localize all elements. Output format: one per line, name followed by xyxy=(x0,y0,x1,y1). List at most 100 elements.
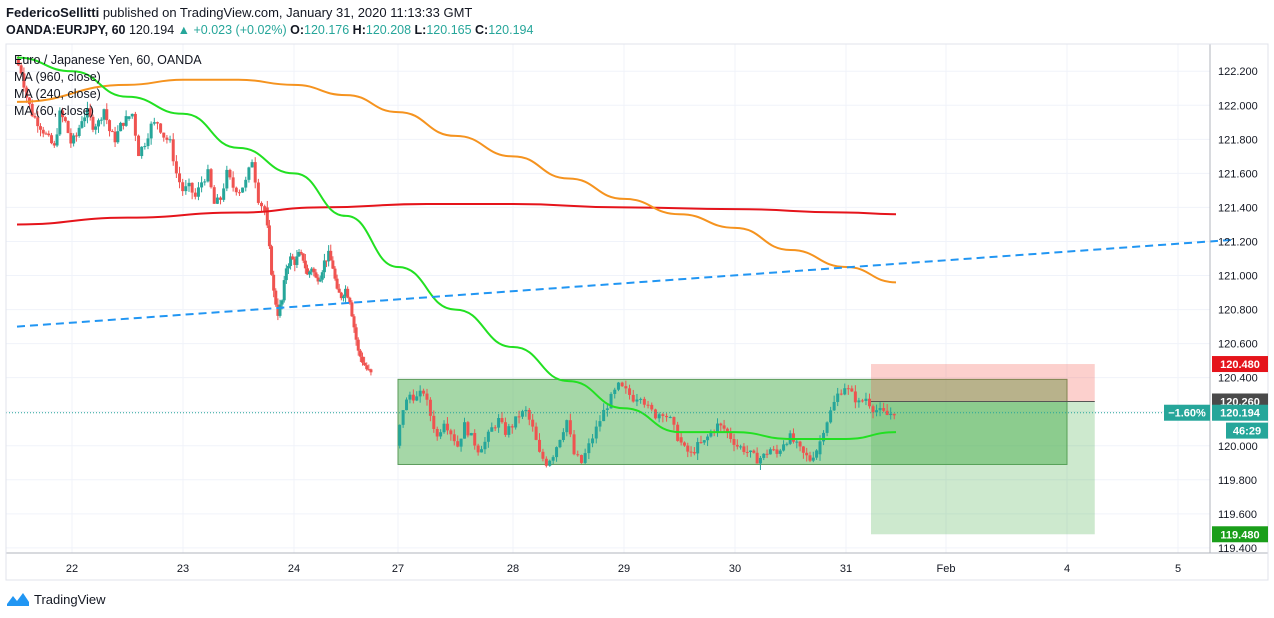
x-tick-label: 22 xyxy=(66,563,78,575)
quote-line: OANDA:EURJPY, 60 120.194 ▲ +0.023 (+0.02… xyxy=(6,21,533,39)
candle-body xyxy=(295,256,299,265)
candle-body xyxy=(772,449,776,451)
candle-body xyxy=(729,432,733,440)
candle-body xyxy=(839,393,843,395)
candle-body xyxy=(829,410,833,423)
candle-body xyxy=(514,416,518,428)
candle-body xyxy=(836,393,840,402)
candle-body xyxy=(892,413,896,416)
candle-body xyxy=(310,268,314,272)
candle-body xyxy=(116,131,120,143)
candle-body xyxy=(196,187,200,197)
candle-body xyxy=(867,398,871,407)
candle-body xyxy=(602,409,606,422)
candle-body xyxy=(110,131,114,133)
candle-body xyxy=(133,113,137,136)
candle-body xyxy=(762,453,766,458)
candle-body xyxy=(244,179,248,188)
price-tag-change-box xyxy=(1164,404,1210,421)
candle-body xyxy=(742,446,746,452)
candle-body xyxy=(36,117,40,127)
price-tag-target: 119.480 xyxy=(1220,529,1259,541)
candle-body xyxy=(459,438,463,447)
candle-body xyxy=(105,109,109,121)
candle-body xyxy=(256,182,260,203)
legend-ma60[interactable]: MA (60, close) xyxy=(14,104,94,118)
candle-body xyxy=(795,441,799,443)
candle-body xyxy=(19,65,23,74)
candle-body xyxy=(25,87,29,98)
brand-name: TradingView xyxy=(34,591,106,607)
candle-body xyxy=(860,400,864,402)
candle-body xyxy=(280,300,284,305)
candle-body xyxy=(16,59,20,66)
candle-body xyxy=(661,414,665,416)
candle-body xyxy=(181,182,185,192)
x-tick-label: 23 xyxy=(177,563,189,575)
candle-body xyxy=(85,108,89,118)
candle-body xyxy=(778,450,782,454)
candle-body xyxy=(348,297,352,303)
candle-body xyxy=(706,436,710,441)
candle-body xyxy=(66,121,70,133)
candle-body xyxy=(609,393,613,409)
y-tick-label: 120.600 xyxy=(1218,339,1258,351)
candle-body xyxy=(435,428,439,437)
footer-brand[interactable]: TradingView xyxy=(6,590,106,608)
candle-body xyxy=(628,388,632,395)
candle-body xyxy=(267,225,271,247)
candle-body xyxy=(263,206,267,211)
legend-ma960[interactable]: MA (960, close) xyxy=(14,70,101,84)
x-tick-label: 30 xyxy=(729,563,741,575)
candle-body xyxy=(282,280,286,301)
publish-info: published on TradingView.com, January 31… xyxy=(102,5,473,20)
candle-body xyxy=(322,260,326,273)
candle-body xyxy=(30,103,34,117)
candle-body xyxy=(38,126,42,130)
candle-body xyxy=(422,390,426,394)
candle-body xyxy=(568,420,572,435)
candle-body xyxy=(55,134,59,146)
candle-body xyxy=(354,327,358,340)
candle-body xyxy=(818,441,822,455)
candle-body xyxy=(665,415,669,418)
candle-body xyxy=(558,439,562,448)
series-trend-line xyxy=(16,238,1234,328)
candle-body xyxy=(456,441,460,447)
y-tick-label: 121.200 xyxy=(1218,236,1258,248)
candle-body xyxy=(33,116,37,118)
y-tick-label: 119.800 xyxy=(1218,475,1257,487)
price-tag-change: −1.60% xyxy=(1168,408,1206,420)
candle-body xyxy=(121,122,125,126)
candle-body xyxy=(260,202,264,207)
candle-body xyxy=(735,444,739,447)
candle-body xyxy=(702,440,706,443)
candle-body xyxy=(318,279,322,282)
candle-body xyxy=(96,120,100,127)
candle-body xyxy=(305,268,309,275)
candle-body xyxy=(811,457,815,461)
candle-body xyxy=(616,382,620,390)
indicator-legend: Euro / Japanese Yen, 60, OANDA MA (960, … xyxy=(14,52,202,120)
change-value: +0.023 (+0.02%) xyxy=(193,23,287,37)
candle-body xyxy=(631,394,635,402)
candle-body xyxy=(231,177,235,188)
candle-body xyxy=(250,162,254,168)
price-tag-last-box xyxy=(1212,404,1268,421)
x-tick-label: 31 xyxy=(840,563,852,575)
candle-body xyxy=(758,457,762,464)
legend-ma240[interactable]: MA (240, close) xyxy=(14,87,101,101)
author-name[interactable]: FedericoSellitti xyxy=(6,5,100,20)
candle-body xyxy=(272,274,276,291)
candle-body xyxy=(41,129,45,134)
candle-body xyxy=(672,417,676,425)
candle-body xyxy=(50,135,54,144)
candle-body xyxy=(225,169,229,189)
chart-frame xyxy=(5,43,1269,581)
series-ma-240-close- xyxy=(16,78,897,284)
series-ma-60-close- xyxy=(16,56,897,440)
candle-body xyxy=(278,304,282,316)
candle-body xyxy=(137,135,141,157)
publish-header: FedericoSellitti published on TradingVie… xyxy=(6,4,472,22)
